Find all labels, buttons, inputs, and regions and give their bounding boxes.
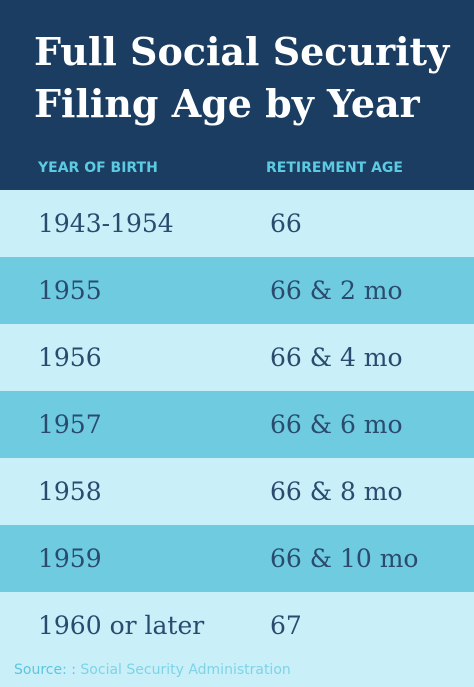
source-label: Source: :: [14, 662, 76, 678]
birth-year: 1957: [38, 410, 102, 439]
source: Source: : Social Security Administration: [14, 662, 291, 678]
retirement-age: 66: [270, 209, 302, 238]
table-row: 1958 66 & 8 mo: [0, 458, 474, 525]
header: Full Social Security Filing Age by Year Y…: [0, 0, 474, 190]
birth-year: 1955: [38, 276, 102, 305]
table-row: 1956 66 & 4 mo: [0, 324, 474, 391]
column-header: RETIREMENT AGE: [266, 160, 403, 176]
birth-year: 1958: [38, 477, 102, 506]
title: Full Social Security Filing Age by Year: [34, 26, 449, 130]
table-body: 1943-1954 66 1955 66 & 2 mo 1956 66 & 4 mo 195…: [0, 190, 474, 659]
source-text: Social Security Administration: [80, 662, 291, 678]
table-row: 1955 66 & 2 mo: [0, 257, 474, 324]
retirement-age: 66 & 4 mo: [270, 343, 403, 372]
retirement-age: 67: [270, 611, 302, 640]
retirement-age: 66 & 6 mo: [270, 410, 403, 439]
title-line: Filing Age by Year: [34, 81, 420, 126]
table-row: 1959 66 & 10 mo: [0, 525, 474, 592]
column-header: YEAR OF BIRTH: [38, 160, 158, 176]
table-row: 1943-1954 66: [0, 190, 474, 257]
retirement-age: 66 & 10 mo: [270, 544, 419, 573]
birth-year: 1956: [38, 343, 102, 372]
table-row: 1960 or later 67: [0, 592, 474, 659]
retirement-age: 66 & 2 mo: [270, 276, 403, 305]
birth-year: 1943-1954: [38, 209, 174, 238]
retirement-age: 66 & 8 mo: [270, 477, 403, 506]
birth-year: 1959: [38, 544, 102, 573]
table-row: 1957 66 & 6 mo: [0, 391, 474, 458]
title-line: Full Social Security: [34, 29, 450, 74]
birth-year: 1960 or later: [38, 611, 205, 640]
